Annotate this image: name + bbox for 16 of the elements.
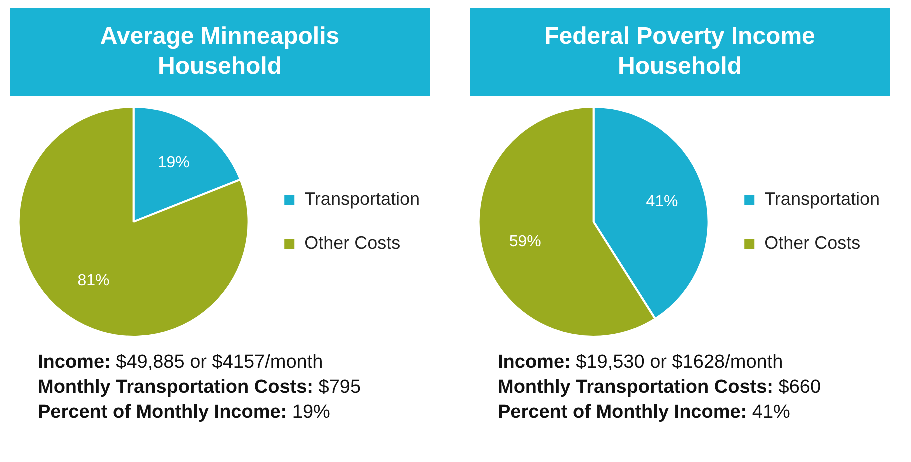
text: Monthly Transportation Costs: $795 bbox=[38, 376, 362, 400]
legend-label: Transportation bbox=[304, 188, 420, 209]
legend-label: Other Costs bbox=[764, 232, 861, 253]
text: Income: $49,885 or $4157/month bbox=[38, 351, 324, 375]
text: Percent of Monthly Income: 19% bbox=[38, 401, 332, 425]
text: Income: $19,530 or $1628/month bbox=[498, 351, 784, 375]
text: Percent of Monthly Income: 41% bbox=[498, 401, 792, 425]
text: Monthly Transportation Costs: $660 bbox=[498, 376, 822, 400]
legend-label: Other Costs bbox=[304, 232, 401, 253]
data-label: 81% bbox=[78, 272, 110, 290]
chart-title: Federal Poverty Income Household bbox=[470, 8, 890, 96]
legend-label: Transportation bbox=[764, 188, 880, 209]
data-label: 41% bbox=[646, 194, 678, 211]
data-label: 19% bbox=[158, 154, 190, 172]
chart-title: Average Minneapolis Household bbox=[10, 8, 430, 96]
data-label: 59% bbox=[509, 233, 542, 250]
